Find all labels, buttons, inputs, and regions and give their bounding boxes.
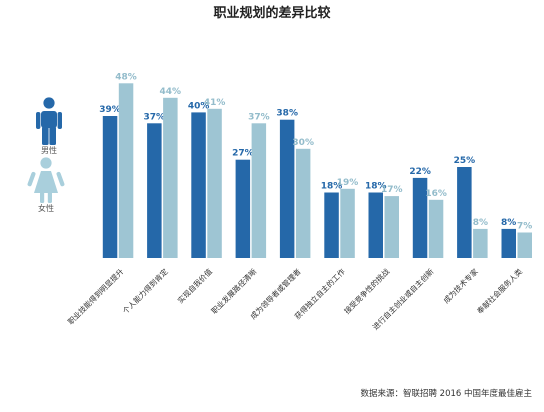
bar-male-2: [191, 112, 206, 259]
category-label-8: 成为技术专家: [441, 266, 480, 305]
male-icon: [36, 97, 62, 145]
bar-male-7: [412, 177, 428, 258]
bar-female-9: [517, 232, 532, 258]
bar-male-8: [457, 167, 472, 258]
bar-male-4: [279, 119, 295, 258]
bar-male-9: [501, 228, 516, 258]
category-label-3: 职业发展路径清晰: [209, 266, 259, 316]
category-label-0: 职业技能得到明显提升: [65, 266, 125, 326]
value-label-female-2: 41%: [204, 98, 226, 108]
value-label-male-4: 38%: [276, 109, 298, 119]
value-label-male-6: 18%: [365, 182, 387, 192]
value-label-male-1: 37%: [144, 112, 166, 122]
bar-male-5: [324, 192, 339, 258]
value-label-male-5: 18%: [321, 182, 343, 192]
bar-male-6: [368, 192, 383, 258]
bar-male-3: [235, 159, 251, 258]
value-label-male-9: 8%: [501, 218, 516, 228]
category-label-9: 奉献社会服务人类: [475, 266, 525, 316]
bar-female-5: [340, 188, 355, 258]
value-label-female-5: 19%: [337, 178, 359, 188]
bar-female-0: [118, 83, 134, 258]
value-label-female-3: 37%: [248, 112, 270, 122]
bar-female-3: [251, 123, 267, 258]
value-label-female-4: 30%: [292, 138, 314, 148]
bar-male-1: [147, 123, 162, 258]
legend-female: 女性: [27, 157, 65, 213]
category-label-6: 接受竞争性的挑战: [342, 266, 392, 316]
legend-male-label: 男性: [41, 145, 57, 155]
legend-female-label: 女性: [38, 203, 54, 213]
bar-female-2: [207, 108, 222, 258]
value-label-female-7: 16%: [425, 189, 447, 199]
bar-female-4: [295, 148, 311, 258]
value-label-female-6: 17%: [381, 185, 403, 195]
value-label-male-2: 40%: [188, 101, 210, 111]
chart-title: 职业规划的差异比较: [213, 5, 330, 21]
value-label-male-3: 27%: [232, 149, 254, 159]
category-label-2: 实现自我价值: [175, 266, 214, 305]
value-label-female-1: 44%: [160, 87, 182, 97]
bar-female-1: [163, 97, 178, 258]
value-label-male-7: 22%: [409, 167, 431, 177]
legend-male: 男性: [36, 97, 62, 155]
value-label-male-8: 25%: [454, 156, 476, 166]
value-label-female-9: 7%: [517, 222, 532, 232]
bar-female-6: [384, 196, 399, 258]
bar-female-8: [473, 228, 488, 258]
source-note: 数据来源：智联招聘 2016 中国年度最佳雇主: [360, 388, 532, 399]
bars-layer: 39% 48% 职业技能得到明显提升 37% 44% 个人能力得到肯定 40%41% 实现自我…: [65, 72, 532, 331]
bar-female-7: [428, 199, 444, 258]
value-label-male-0: 39%: [99, 105, 121, 115]
value-label-female-0: 48%: [115, 72, 137, 82]
bar-male-0: [102, 116, 118, 258]
value-label-female-8: 8%: [473, 218, 488, 228]
female-icon: [27, 157, 65, 203]
category-label-1: 个人能力得到肯定: [120, 266, 170, 316]
